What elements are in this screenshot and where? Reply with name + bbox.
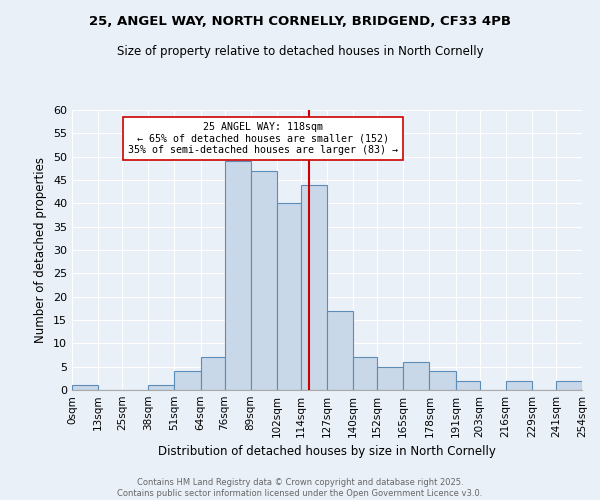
Text: 25, ANGEL WAY, NORTH CORNELLY, BRIDGEND, CF33 4PB: 25, ANGEL WAY, NORTH CORNELLY, BRIDGEND,… — [89, 15, 511, 28]
X-axis label: Distribution of detached houses by size in North Cornelly: Distribution of detached houses by size … — [158, 446, 496, 458]
Bar — [506, 380, 532, 390]
Bar — [175, 372, 200, 390]
Bar — [556, 380, 582, 390]
Text: 25 ANGEL WAY: 118sqm
← 65% of detached houses are smaller (152)
35% of semi-deta: 25 ANGEL WAY: 118sqm ← 65% of detached h… — [128, 122, 398, 155]
Bar — [455, 380, 479, 390]
Y-axis label: Number of detached properties: Number of detached properties — [34, 157, 47, 343]
Bar — [72, 386, 98, 390]
Bar — [277, 204, 301, 390]
Bar — [430, 372, 455, 390]
Bar — [403, 362, 430, 390]
Text: Size of property relative to detached houses in North Cornelly: Size of property relative to detached ho… — [116, 45, 484, 58]
Text: Contains HM Land Registry data © Crown copyright and database right 2025.
Contai: Contains HM Land Registry data © Crown c… — [118, 478, 482, 498]
Bar — [200, 358, 224, 390]
Bar — [377, 366, 403, 390]
Bar — [251, 170, 277, 390]
Bar — [224, 162, 251, 390]
Bar — [148, 386, 175, 390]
Bar — [353, 358, 377, 390]
Bar — [301, 184, 327, 390]
Bar — [327, 310, 353, 390]
